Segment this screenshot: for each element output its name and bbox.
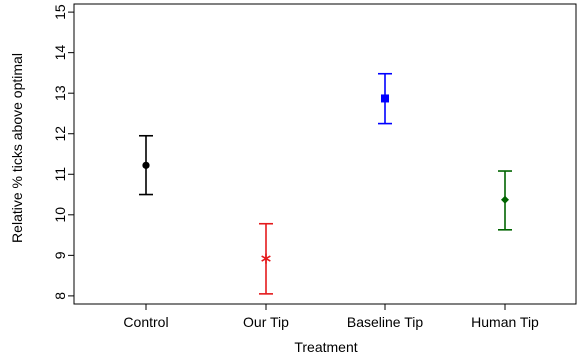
y-axis-title: Relative % ticks above optimal — [9, 53, 25, 243]
errorbar-group — [139, 134, 153, 196]
y-tick-label: 8 — [52, 292, 68, 300]
y-tick-label: 9 — [52, 251, 68, 259]
y-tick-label: 14 — [52, 45, 68, 61]
mean-marker — [261, 253, 271, 264]
x-axis: Control Our Tip Baseline Tip Human Tip — [123, 304, 539, 330]
y-tick-label: 13 — [52, 85, 68, 101]
mean-marker — [501, 195, 509, 204]
x-axis-title: Treatment — [294, 339, 357, 355]
y-axis: 8 9 10 11 12 13 14 15 — [52, 4, 74, 300]
plot-frame-layer — [73, 3, 577, 305]
errorbar-group — [378, 72, 392, 125]
y-tick-label: 11 — [52, 167, 68, 182]
x-tick-label: Baseline Tip — [347, 314, 423, 330]
mean-marker — [142, 161, 150, 169]
plot-frame — [73, 3, 577, 305]
asterisk-stroke — [261, 255, 271, 262]
mean-marker — [381, 94, 389, 103]
x-tick-label: Our Tip — [243, 314, 289, 330]
y-tick-label: 15 — [52, 4, 68, 20]
errorbar-group — [259, 222, 273, 295]
errorbar-group — [498, 170, 512, 231]
x-tick-label: Human Tip — [471, 314, 539, 330]
series-layer — [139, 72, 512, 295]
x-tick-label: Control — [123, 314, 168, 330]
y-tick-label: 12 — [52, 126, 68, 142]
y-tick-label: 10 — [52, 207, 68, 223]
